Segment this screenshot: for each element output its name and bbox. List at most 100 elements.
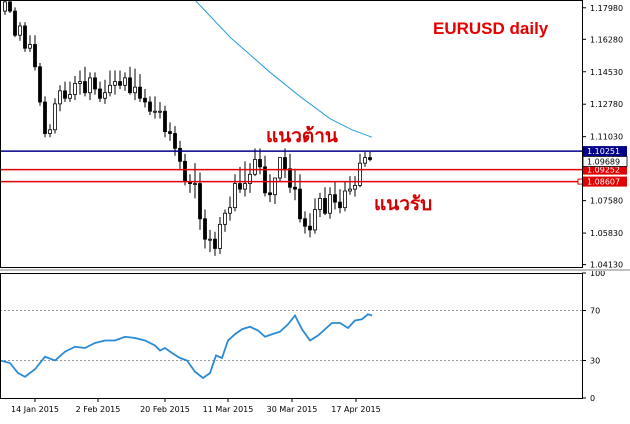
candle-body xyxy=(73,83,77,95)
y-tick-label: 1.16280 xyxy=(590,35,623,44)
chart-title: EURUSD daily xyxy=(433,19,549,38)
candle xyxy=(8,0,12,13)
support-price-label: 1.08607 xyxy=(587,178,620,187)
candle xyxy=(193,163,197,199)
candle-body xyxy=(108,84,112,94)
candle-body xyxy=(213,238,217,249)
candle xyxy=(288,153,292,193)
candle xyxy=(103,79,107,104)
candle-body xyxy=(33,44,37,68)
candle xyxy=(263,155,267,197)
candle-body xyxy=(68,94,72,99)
candle-body xyxy=(338,201,342,209)
x-tick-label: 11 Mar 2015 xyxy=(203,405,254,414)
candle xyxy=(58,85,62,112)
candle-body xyxy=(198,183,202,220)
x-tick-label: 14 Jan 2015 xyxy=(11,405,59,414)
candle-body xyxy=(283,157,287,170)
candle-body xyxy=(348,188,352,192)
candle-body xyxy=(38,66,42,103)
candle-body xyxy=(313,209,317,231)
x-tick-label: 17 Apr 2015 xyxy=(331,405,380,414)
candle xyxy=(318,192,322,217)
candle xyxy=(83,66,87,97)
candle xyxy=(268,174,272,203)
candle xyxy=(148,96,152,115)
candle xyxy=(153,96,157,119)
candle xyxy=(143,89,147,108)
y-tick-label: 70 xyxy=(590,307,600,316)
candle xyxy=(38,63,42,106)
candle xyxy=(308,213,312,238)
candle-body xyxy=(253,159,257,175)
candle xyxy=(223,209,227,232)
candle xyxy=(303,211,307,234)
candle xyxy=(338,189,342,214)
candle-body xyxy=(218,223,222,249)
candle xyxy=(323,187,327,216)
support-price-tag xyxy=(583,176,627,187)
candle-body xyxy=(128,77,132,94)
candle xyxy=(208,229,212,253)
candle xyxy=(73,76,77,101)
y-tick-label: 1.05830 xyxy=(590,229,623,238)
moving-average-line xyxy=(194,0,373,138)
candle-body xyxy=(98,88,102,99)
candle xyxy=(348,176,352,195)
resistance-price-label: 1.10251 xyxy=(587,147,620,156)
candle xyxy=(328,187,332,219)
x-tick-label: 2 Feb 2015 xyxy=(76,405,121,414)
candle-body xyxy=(178,147,182,162)
y-tick-label: 1.12780 xyxy=(590,100,623,109)
candle-body xyxy=(113,81,117,86)
candle-body xyxy=(123,77,127,86)
candle xyxy=(243,161,247,197)
candle-body xyxy=(228,207,232,214)
candle-body xyxy=(148,101,152,112)
candle-body xyxy=(263,166,267,194)
candle-body xyxy=(293,186,297,190)
candle xyxy=(353,176,357,197)
candle-body xyxy=(153,110,157,113)
y-tick-label: 30 xyxy=(590,357,600,366)
candle-body xyxy=(243,183,247,190)
candle xyxy=(63,81,67,102)
candle xyxy=(343,181,347,212)
candle-body xyxy=(158,110,162,113)
candle xyxy=(178,140,182,169)
candle xyxy=(48,124,52,138)
candle xyxy=(188,174,192,193)
candle xyxy=(68,81,72,102)
candle-body xyxy=(83,81,87,94)
candle-body xyxy=(303,218,307,227)
candle xyxy=(203,209,207,249)
candle xyxy=(363,152,367,167)
chart-frames: 14 Jan 2015 2 Feb 2015 20 Feb 2015 11 Mar 2… xyxy=(0,0,630,414)
candle xyxy=(218,216,222,255)
candle-body xyxy=(238,183,242,190)
candle-body xyxy=(318,197,322,210)
candle-body xyxy=(233,183,237,209)
candle-body xyxy=(208,238,212,241)
candle-body xyxy=(288,168,292,188)
candle xyxy=(23,22,27,52)
candle xyxy=(53,98,57,134)
candle xyxy=(258,148,262,175)
candle-body xyxy=(138,86,142,99)
candle xyxy=(248,163,252,193)
y-tick-label: 1.11030 xyxy=(590,133,623,142)
candle xyxy=(283,148,287,178)
candle-body xyxy=(268,192,272,196)
candle-body xyxy=(8,1,12,12)
candle xyxy=(108,70,112,97)
candle-body xyxy=(78,81,82,84)
candle-body xyxy=(343,190,347,209)
candle xyxy=(113,70,117,95)
y-tick-label: 0 xyxy=(590,394,595,403)
candle-body xyxy=(173,133,177,149)
candle-body xyxy=(63,90,67,99)
candle xyxy=(128,66,132,95)
candle xyxy=(138,74,142,102)
candle xyxy=(43,96,47,138)
